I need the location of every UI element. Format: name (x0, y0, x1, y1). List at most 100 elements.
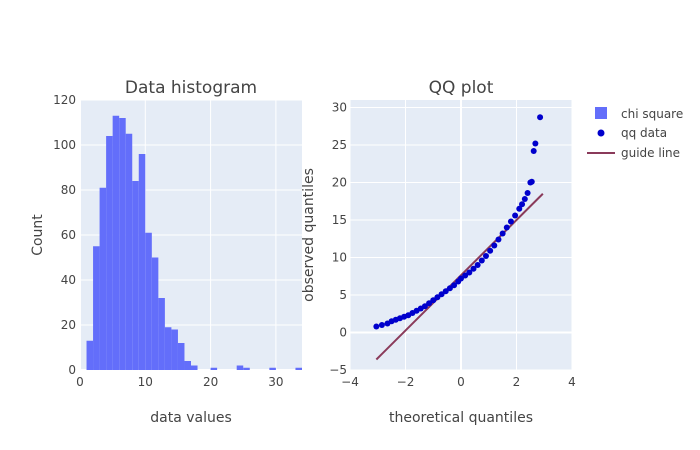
qq-point[interactable] (430, 297, 437, 304)
qq-point[interactable] (487, 247, 494, 254)
qq-gridlines (349, 100, 573, 371)
qq-point[interactable] (516, 205, 523, 212)
qq-point[interactable] (446, 285, 453, 292)
histogram-x-axis-title: data values (150, 410, 232, 426)
qq-point[interactable] (512, 212, 519, 219)
qq-point[interactable] (503, 224, 510, 231)
qq-point[interactable] (499, 230, 506, 237)
histogram-panel: 0 10 20 30 0 20 40 60 80 100 120 Data histogram d… (30, 78, 302, 426)
qq-point[interactable] (521, 196, 528, 202)
qq-point[interactable] (438, 291, 445, 298)
histogram-bar[interactable] (184, 361, 191, 370)
qq-point[interactable] (530, 148, 537, 154)
y-tick-label: 20 (332, 176, 347, 190)
qq-point[interactable] (474, 262, 481, 268)
histogram-bar[interactable] (295, 367, 302, 370)
legend-square-swatch (595, 107, 607, 119)
qq-point[interactable] (532, 140, 539, 147)
y-tick-label: 120 (53, 93, 76, 107)
legend-label: qq data (621, 126, 667, 140)
histogram-bar[interactable] (177, 343, 185, 370)
qq-point[interactable] (442, 288, 449, 295)
qq-point[interactable] (478, 257, 485, 264)
x-tick-label: 2 (513, 375, 521, 389)
qq-point[interactable] (466, 269, 473, 276)
y-tick-label: 25 (332, 138, 347, 152)
legend-label: chi square (621, 107, 683, 121)
qq-y-axis-title: observed quantiles (301, 168, 317, 302)
x-tick-label: 0 (76, 375, 84, 389)
y-tick-label: 30 (332, 101, 347, 115)
qq-points (373, 114, 544, 330)
legend-dot-swatch (597, 129, 605, 137)
qq-x-ticks: −4 −2 0 2 4 (341, 375, 576, 389)
histogram-x-ticks: 0 10 20 30 (76, 375, 283, 389)
x-tick-label: −4 (341, 375, 359, 389)
histogram-bar[interactable] (106, 136, 113, 370)
histogram-bar[interactable] (269, 367, 276, 370)
histogram-bar[interactable] (158, 298, 165, 370)
qq-point[interactable] (491, 242, 498, 249)
x-tick-label: 4 (568, 375, 576, 389)
qq-point[interactable] (378, 322, 385, 328)
legend: chi square qq data guide line (587, 107, 683, 160)
qq-point[interactable] (421, 303, 428, 310)
histogram-bar[interactable] (191, 365, 198, 371)
histogram-bars (86, 115, 302, 371)
y-tick-label: 40 (61, 273, 76, 287)
y-tick-label: 60 (61, 228, 76, 242)
histogram-bar[interactable] (171, 329, 178, 371)
histogram-bar[interactable] (93, 246, 100, 370)
histogram-bar[interactable] (99, 187, 107, 370)
histogram-bar[interactable] (138, 154, 146, 370)
histogram-bar[interactable] (86, 340, 94, 370)
qq-panel: −4 −2 0 2 4 −5 0 5 10 15 20 25 30 QQ plot theoretic… (301, 78, 576, 426)
qq-point[interactable] (451, 282, 458, 289)
y-tick-label: 5 (339, 288, 347, 302)
y-tick-label: 0 (339, 326, 347, 340)
x-tick-label: 20 (203, 375, 218, 389)
qq-point[interactable] (519, 201, 526, 208)
qq-point[interactable] (458, 275, 464, 282)
y-tick-label: −5 (329, 363, 347, 377)
qq-x-axis-title: theoretical quantiles (389, 410, 533, 426)
x-tick-label: −2 (397, 375, 415, 389)
legend-item-guide-line[interactable]: guide line (587, 146, 680, 160)
qq-point[interactable] (482, 253, 489, 259)
x-tick-label: 10 (138, 375, 153, 389)
qq-point[interactable] (507, 218, 514, 225)
qq-point[interactable] (495, 236, 502, 243)
qq-point[interactable] (524, 190, 531, 196)
legend-item-qq-data[interactable]: qq data (597, 126, 668, 140)
x-tick-label: 0 (457, 375, 465, 389)
histogram-bar[interactable] (243, 367, 250, 370)
legend-label: guide line (621, 146, 680, 160)
x-tick-label: 30 (268, 375, 283, 389)
histogram-bar[interactable] (112, 115, 120, 370)
histogram-bar[interactable] (125, 133, 133, 370)
qq-point[interactable] (373, 323, 380, 330)
qq-point[interactable] (537, 114, 544, 121)
histogram-bar[interactable] (132, 181, 139, 370)
histogram-y-axis-title: Count (30, 214, 46, 256)
y-tick-label: 10 (332, 251, 347, 265)
histogram-bar[interactable] (145, 232, 152, 370)
qq-y-ticks: −5 0 5 10 15 20 25 30 (329, 101, 347, 378)
histogram-bar[interactable] (210, 367, 218, 370)
y-tick-label: 15 (332, 213, 347, 227)
histogram-bar[interactable] (164, 327, 172, 370)
histogram-title: Data histogram (125, 78, 257, 98)
histogram-bar[interactable] (236, 365, 244, 371)
qq-point[interactable] (470, 265, 477, 272)
y-tick-label: 80 (61, 183, 76, 197)
legend-item-chi-square[interactable]: chi square (595, 107, 683, 121)
qq-point[interactable] (528, 178, 535, 185)
qq-point[interactable] (434, 294, 441, 301)
y-tick-label: 20 (61, 318, 76, 332)
y-tick-label: 100 (53, 138, 76, 152)
qq-point[interactable] (462, 272, 469, 279)
histogram-bar[interactable] (119, 118, 126, 370)
histogram-bar[interactable] (151, 257, 159, 371)
qq-point[interactable] (426, 300, 433, 307)
